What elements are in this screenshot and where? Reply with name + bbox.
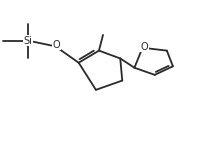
Text: Si: Si (24, 36, 32, 46)
Text: O: O (140, 42, 148, 52)
Text: O: O (53, 40, 60, 50)
